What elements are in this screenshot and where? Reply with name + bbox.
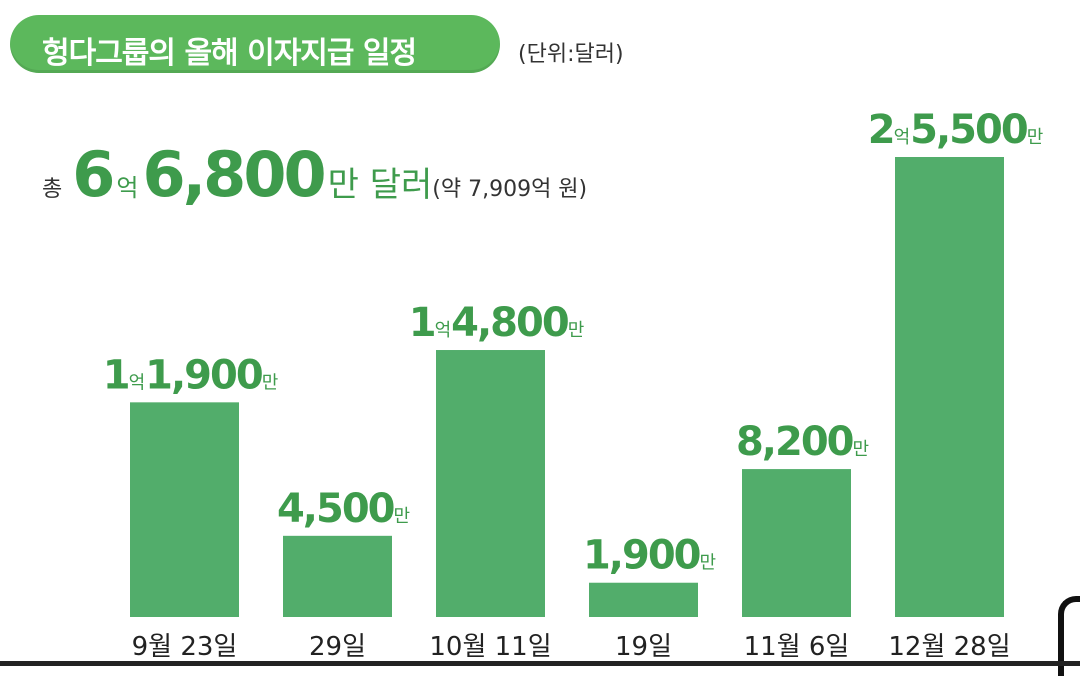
x-tick-label-1: 9월 23일 [132, 632, 238, 662]
chart-title: 헝다그룹의 올해 이자지급 일정 [42, 36, 417, 71]
bar-3 [436, 350, 545, 617]
bar-2 [283, 535, 392, 617]
x-tick-label-2: 29일 [309, 632, 366, 662]
bar-6 [895, 157, 1004, 617]
x-tick-label-4: 19일 [615, 632, 672, 662]
total-prefix: 총 [42, 177, 63, 202]
bar-1 [130, 402, 239, 617]
title-banner [10, 15, 500, 73]
total-man-value: 6,800 [142, 138, 326, 211]
unit-note: (단위:달러) [518, 42, 624, 67]
total-krw-note: (약 7,909억 원) [432, 177, 588, 202]
bar-4 [589, 582, 698, 617]
x-tick-label-3: 10월 11일 [429, 632, 551, 662]
bar-value-label-1: 1억1,900만 [103, 352, 279, 398]
total-man-unit: 만 달러 [327, 165, 433, 205]
total-eok-unit: 억 [116, 174, 139, 202]
total-eok-value: 6 [72, 138, 115, 211]
x-tick-label-5: 11월 6일 [744, 632, 850, 662]
bar-value-label-6: 2억5,500만 [868, 107, 1044, 153]
watermark-mark [1058, 596, 1080, 676]
x-tick-label-6: 12월 28일 [888, 632, 1010, 662]
total-amount: 총 6 억 6,800 만 달러 (약 7,909억 원) [42, 138, 587, 218]
bar-value-label-4: 1,900만 [583, 533, 716, 579]
bar-value-label-2: 4,500만 [277, 486, 410, 532]
bar-5 [742, 469, 851, 617]
bar-value-label-5: 8,200만 [736, 419, 869, 465]
bottom-border [0, 661, 1080, 666]
bar-value-label-3: 1억4,800만 [409, 300, 585, 346]
